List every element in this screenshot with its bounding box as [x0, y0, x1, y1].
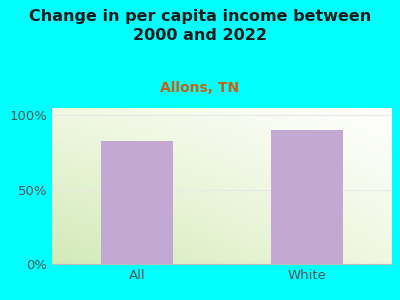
Text: Allons, TN: Allons, TN	[160, 81, 240, 95]
Bar	[101, 141, 173, 264]
Bar	[271, 130, 343, 264]
Text: Change in per capita income between
2000 and 2022: Change in per capita income between 2000…	[29, 9, 371, 43]
